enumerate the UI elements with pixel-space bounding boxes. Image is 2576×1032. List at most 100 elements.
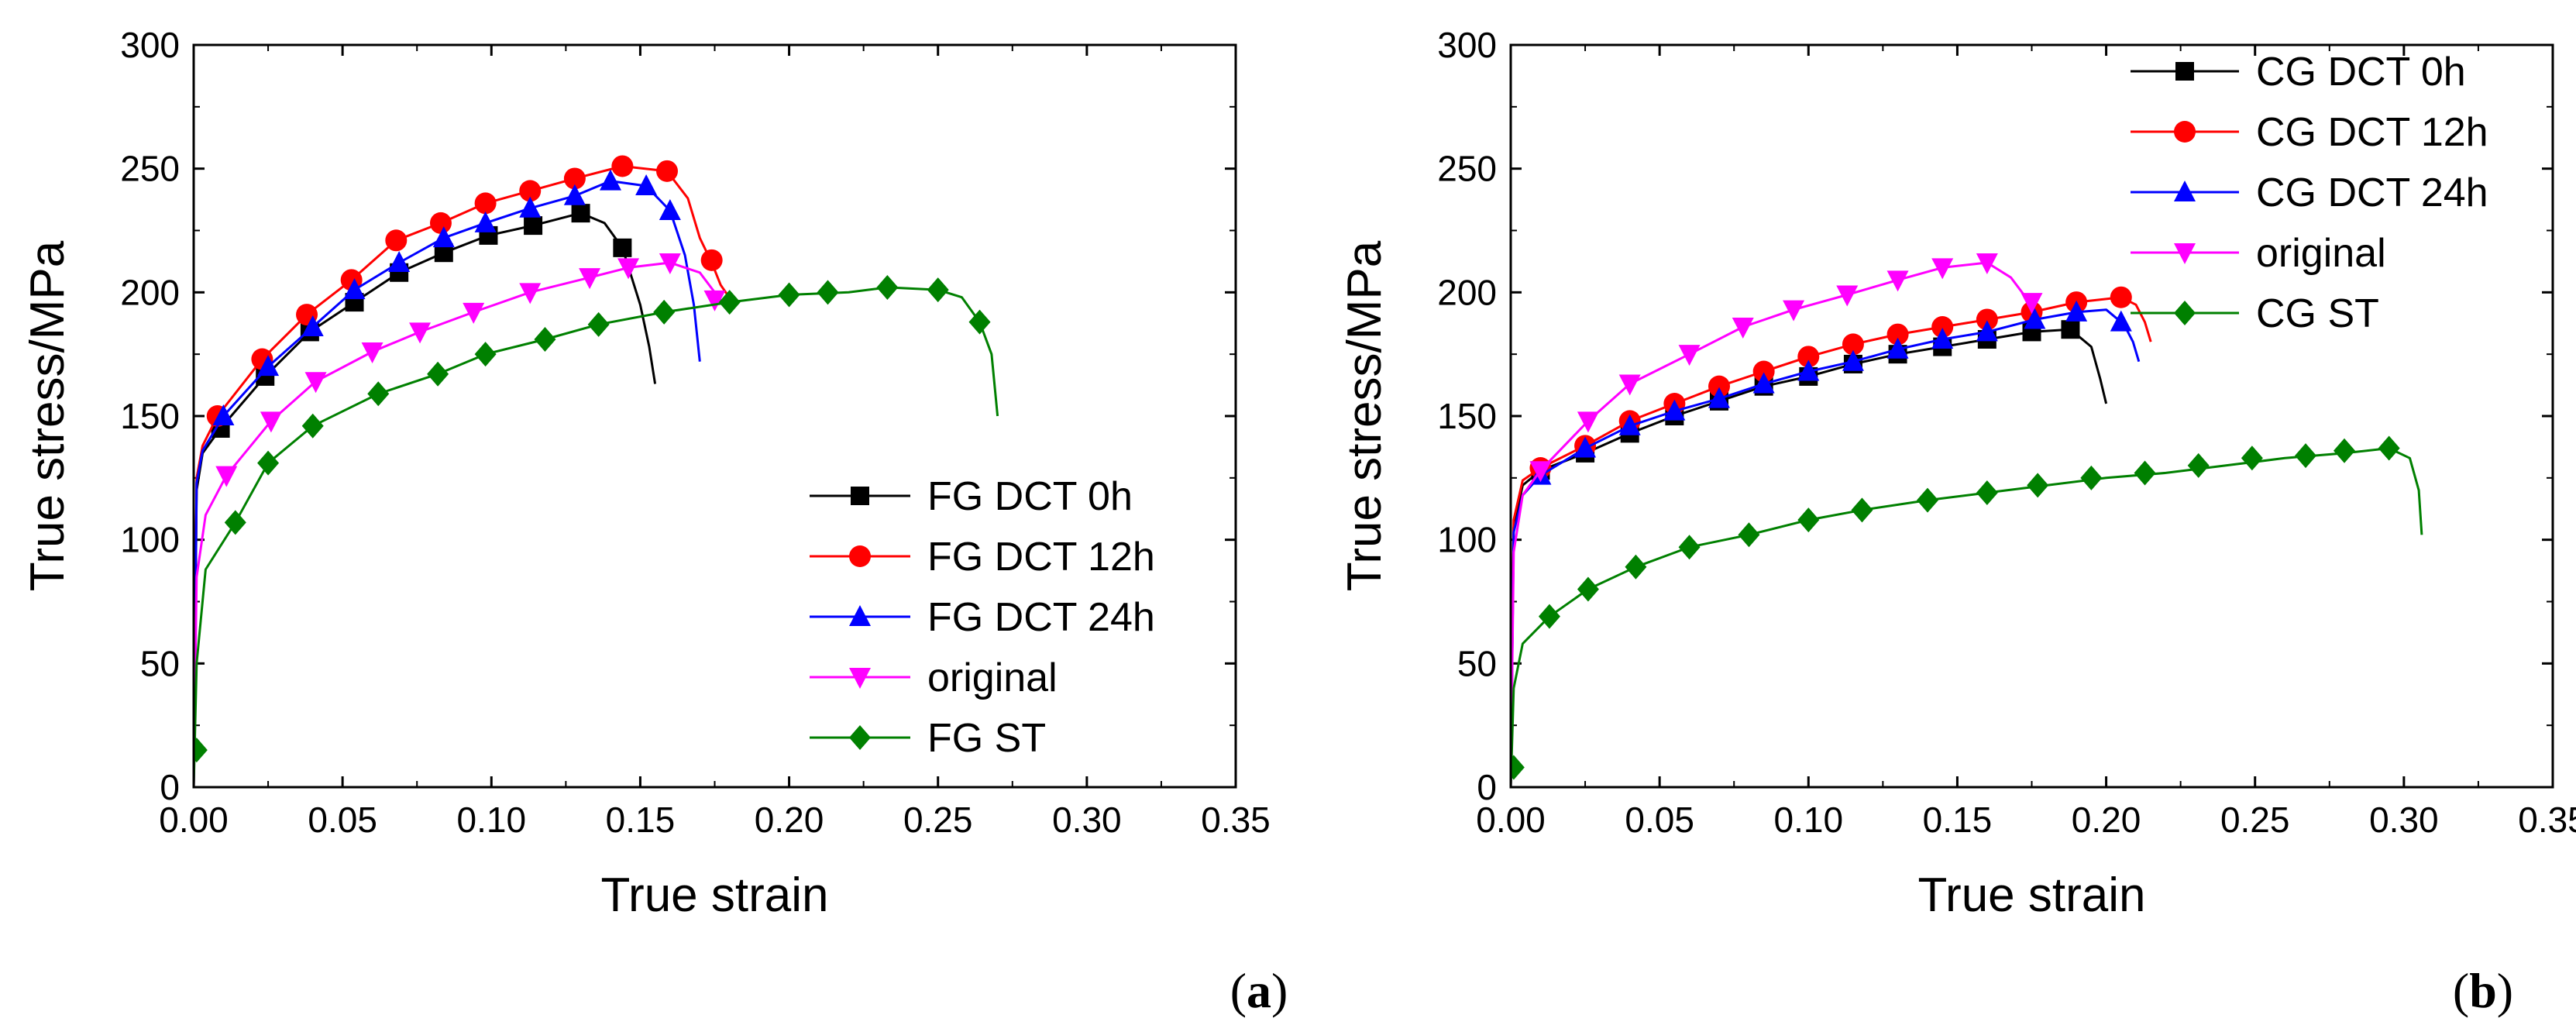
data-point bbox=[260, 411, 282, 433]
data-point bbox=[2295, 443, 2317, 469]
data-point bbox=[2241, 445, 2263, 471]
x-axis-label: True strain bbox=[1917, 869, 2145, 922]
x-tick-label: 0.15 bbox=[1923, 800, 1993, 840]
plot-area bbox=[194, 155, 999, 787]
legend-marker bbox=[2174, 243, 2196, 264]
legend-item: CG DCT 12h bbox=[2131, 110, 2488, 155]
data-point bbox=[2110, 310, 2132, 332]
data-point bbox=[1842, 349, 1864, 371]
y-tick-label: 150 bbox=[1437, 396, 1497, 436]
data-point bbox=[600, 169, 621, 191]
y-tick-label: 300 bbox=[1437, 25, 1497, 65]
data-point bbox=[361, 342, 383, 363]
legend-label: original bbox=[2256, 231, 2386, 276]
data-point bbox=[876, 274, 899, 300]
data-point bbox=[519, 283, 542, 304]
axis-ticks: 0.00 0.05 0.10 0.15 0.20 0.25 0.30 0.35 0 50 100 15… bbox=[1437, 25, 2576, 840]
data-point bbox=[571, 204, 590, 223]
panel-label-b: (b) bbox=[2453, 963, 2513, 1018]
series-line-2 bbox=[1511, 308, 2141, 787]
data-point bbox=[343, 278, 366, 300]
legend-label: CG DCT 24h bbox=[2256, 170, 2488, 215]
data-point bbox=[1708, 375, 1730, 397]
data-point bbox=[611, 155, 634, 177]
y-tick-label: 0 bbox=[160, 767, 180, 807]
data-point bbox=[1976, 320, 1998, 342]
data-point bbox=[1931, 258, 1954, 280]
y-tick-label: 50 bbox=[1457, 643, 1497, 683]
legend: FG DCT 0h FG DCT 12h FG DCT 24h original FG … bbox=[810, 474, 1155, 761]
y-tick-label: 0 bbox=[1477, 767, 1497, 807]
data-point bbox=[2024, 308, 2046, 329]
data-point bbox=[1976, 253, 1998, 275]
data-point bbox=[1678, 345, 1701, 366]
data-point bbox=[385, 229, 408, 252]
data-point bbox=[2080, 465, 2103, 490]
data-point bbox=[224, 510, 246, 535]
data-point bbox=[524, 216, 543, 236]
data-point bbox=[1976, 480, 1998, 505]
data-point bbox=[718, 290, 741, 315]
legend-item: CG ST bbox=[2131, 291, 2379, 336]
data-point bbox=[257, 355, 280, 377]
legend-item: CG DCT 24h bbox=[2131, 170, 2488, 215]
data-point bbox=[367, 381, 390, 407]
x-tick-label: 0.05 bbox=[308, 800, 377, 840]
data-point bbox=[703, 290, 726, 311]
legend-marker bbox=[2174, 301, 2196, 325]
data-point bbox=[474, 211, 497, 232]
data-point bbox=[2061, 320, 2080, 339]
x-tick-label: 0.35 bbox=[2518, 800, 2576, 840]
data-point bbox=[474, 342, 497, 367]
legend-marker bbox=[849, 668, 871, 689]
x-tick-label: 0.05 bbox=[1625, 800, 1694, 840]
panel-b: 0.00 0.05 0.10 0.15 0.20 0.25 0.30 0.35 0 50 100 15… bbox=[1338, 25, 2576, 922]
data-point bbox=[1886, 337, 1909, 359]
data-point bbox=[1738, 522, 1760, 548]
data-point bbox=[304, 372, 327, 394]
panel-a: 0.00 0.05 0.10 0.15 0.20 0.25 0.30 0.35 0 50 100 15… bbox=[21, 25, 1271, 922]
data-point bbox=[1511, 755, 1525, 780]
legend-item: CG DCT 0h bbox=[2131, 50, 2466, 95]
series-line-3 bbox=[1511, 261, 2036, 787]
data-point bbox=[257, 450, 280, 476]
legend-marker bbox=[2175, 62, 2194, 81]
y-tick-label: 200 bbox=[120, 272, 180, 312]
data-point bbox=[519, 180, 542, 202]
legend-item: original bbox=[810, 655, 1058, 700]
data-point bbox=[1577, 576, 1599, 602]
x-tick-label: 0.30 bbox=[2369, 800, 2439, 840]
data-point bbox=[1886, 270, 1909, 292]
plot-area bbox=[1511, 253, 2423, 787]
data-point bbox=[1917, 487, 1938, 513]
data-point bbox=[474, 192, 497, 215]
data-point bbox=[700, 249, 723, 271]
data-point bbox=[215, 466, 238, 487]
data-point bbox=[817, 280, 839, 305]
data-point bbox=[2110, 286, 2132, 308]
x-tick-label: 0.20 bbox=[2072, 800, 2141, 840]
x-tick-label: 0.10 bbox=[457, 800, 527, 840]
data-point bbox=[301, 315, 324, 337]
data-point bbox=[653, 299, 676, 325]
data-point bbox=[1577, 411, 1599, 433]
data-point bbox=[1797, 346, 1820, 368]
y-tick-label: 250 bbox=[1437, 149, 1497, 189]
axis-ticks: 0.00 0.05 0.10 0.15 0.20 0.25 0.30 0.35 0 50 100 15… bbox=[120, 25, 1271, 840]
data-point bbox=[463, 302, 485, 324]
data-point bbox=[1752, 372, 1775, 394]
data-point bbox=[212, 404, 235, 425]
data-point bbox=[587, 311, 610, 337]
data-point bbox=[1625, 554, 1647, 580]
y-axis-label: True stress/MPa bbox=[1338, 240, 1391, 591]
legend: CG DCT 0h CG DCT 12h CG DCT 24h original CG … bbox=[2131, 50, 2488, 336]
data-point bbox=[2187, 452, 2210, 478]
series-line-3 bbox=[194, 261, 731, 787]
data-point bbox=[429, 212, 452, 234]
y-axis-label: True stress/MPa bbox=[21, 240, 74, 591]
data-point bbox=[1836, 285, 1859, 307]
data-point bbox=[1618, 374, 1641, 396]
legend-marker bbox=[2174, 121, 2196, 143]
data-point bbox=[1618, 414, 1641, 435]
x-tick-label: 0.10 bbox=[1774, 800, 1844, 840]
